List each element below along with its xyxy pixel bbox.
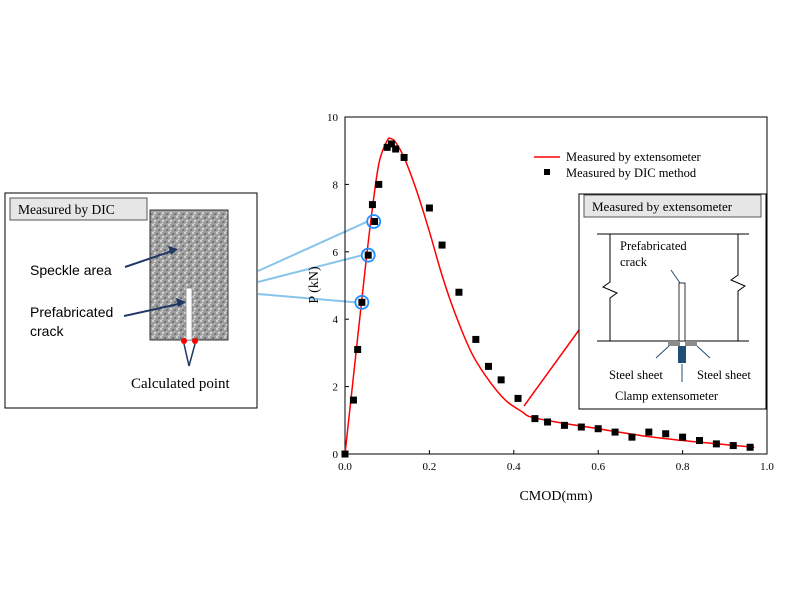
dic-point [729, 442, 737, 450]
x-tick-label: 0.6 [591, 461, 605, 473]
dic-inset-title: Measured by DIC [18, 202, 115, 217]
calculated-point-right [192, 338, 198, 344]
dic-point [712, 440, 720, 448]
y-ticks: 0 2 4 6 8 10 [327, 112, 349, 461]
y-axis-label: P (kN) [307, 266, 322, 304]
dic-point [746, 443, 754, 451]
dic-point [438, 241, 446, 249]
x-axis-label: CMOD(mm) [519, 489, 592, 504]
dic-point [544, 418, 552, 426]
highlight-circle [354, 294, 370, 310]
extensometer-inset: Measured by extensometer Prefabricated c… [578, 193, 767, 410]
legend-marker-swatch [544, 169, 550, 175]
plot-frame [344, 116, 768, 455]
dic-point [354, 346, 362, 354]
dic-point [695, 437, 703, 445]
dic-point [364, 251, 372, 259]
y-tick-label: 6 [333, 247, 339, 259]
x-tick-label: 0.0 [338, 461, 352, 473]
dic-inset-title-box [9, 197, 148, 221]
y-tick-label: 0 [333, 449, 339, 461]
prefabricated-crack-slot [185, 287, 193, 341]
inset-connector-line [523, 329, 580, 407]
dic-point [392, 145, 400, 153]
y-tick-label: 2 [333, 382, 339, 394]
x-tick-label: 0.2 [423, 461, 437, 473]
dic-point [611, 428, 619, 436]
crack-label-line1: Prefabricated [30, 304, 113, 320]
dic-point [371, 217, 379, 225]
beam-crack [678, 282, 686, 342]
ext-crack-label-line2: crack [620, 255, 648, 269]
steel-sheet-right-label: Steel sheet [697, 368, 751, 382]
crack-arrow-head [176, 298, 186, 307]
dic-point [531, 415, 539, 423]
extensometer-title-box [583, 194, 762, 218]
dic-point [383, 143, 391, 151]
plot-area: 0.0 0.2 0.4 0.6 0.8 1.0 0 2 4 6 8 10 CMOD(mm) P (k… [307, 112, 774, 504]
dic-point [484, 362, 492, 370]
dic-point [560, 421, 568, 429]
extensometer-inset-title: Measured by extensometer [592, 199, 733, 214]
speckle-area-label: Speckle area [30, 262, 112, 278]
legend-label-extensometer: Measured by extensometer [566, 150, 702, 164]
dic-point [387, 140, 395, 148]
steel-sheet-right [685, 341, 697, 346]
speckle-arrow [124, 249, 176, 268]
series-dic [341, 140, 754, 458]
legend: Measured by extensometer Measured by DIC… [534, 150, 702, 180]
dic-point [577, 423, 585, 431]
ext-crack-label-line1: Prefabricated [620, 239, 687, 253]
dic-point [662, 430, 670, 438]
highlighted-points [354, 214, 382, 310]
steel-sheet-left-label: Steel sheet [609, 368, 663, 382]
beam-left-break [601, 234, 619, 341]
x-tick-label: 0.8 [676, 461, 690, 473]
dic-point [358, 298, 366, 306]
crack-label-line2: crack [30, 323, 64, 339]
calculated-point-arrow [183, 343, 196, 367]
dic-point [497, 376, 505, 384]
clamp-extensometer-label: Clamp extensometer [615, 389, 719, 403]
y-tick-label: 8 [333, 179, 339, 191]
speckle-arrow-head [168, 246, 178, 255]
dic-point [425, 204, 433, 212]
dic-point [645, 428, 653, 436]
dic-inset: Measured by DIC Speckle area Prefabricat… [4, 192, 258, 409]
steel-sheet-left [668, 341, 680, 346]
highlight-circle [360, 247, 376, 263]
clamp-extensometer-body [678, 346, 686, 363]
dic-point [455, 288, 463, 296]
dic-point [472, 335, 480, 343]
highlight-connector [257, 220, 369, 272]
dic-point [375, 180, 383, 188]
dic-point [341, 450, 349, 458]
steel-left-arrow [655, 345, 670, 359]
beam-right-break [729, 234, 747, 341]
dic-point [679, 433, 687, 441]
steel-right-arrow [696, 345, 711, 359]
ext-crack-arrow [670, 269, 681, 284]
dic-point [628, 433, 636, 441]
x-tick-label: 0.4 [507, 461, 521, 473]
calculated-point-label: Calculated point [131, 376, 231, 392]
y-tick-label: 4 [333, 314, 339, 326]
dic-point [349, 396, 357, 404]
x-ticks: 0.0 0.2 0.4 0.6 0.8 1.0 [338, 450, 774, 473]
y-tick-label: 10 [327, 112, 339, 124]
dic-point [400, 153, 408, 161]
highlight-circle [366, 214, 382, 229]
highlight-connector [257, 293, 356, 304]
dic-point [594, 425, 602, 433]
legend-label-dic: Measured by DIC method [566, 166, 697, 180]
calculated-point-left [181, 338, 187, 344]
dic-point [368, 201, 376, 209]
dic-point [514, 394, 522, 402]
crack-arrow [123, 302, 184, 317]
x-tick-label: 1.0 [760, 461, 774, 473]
